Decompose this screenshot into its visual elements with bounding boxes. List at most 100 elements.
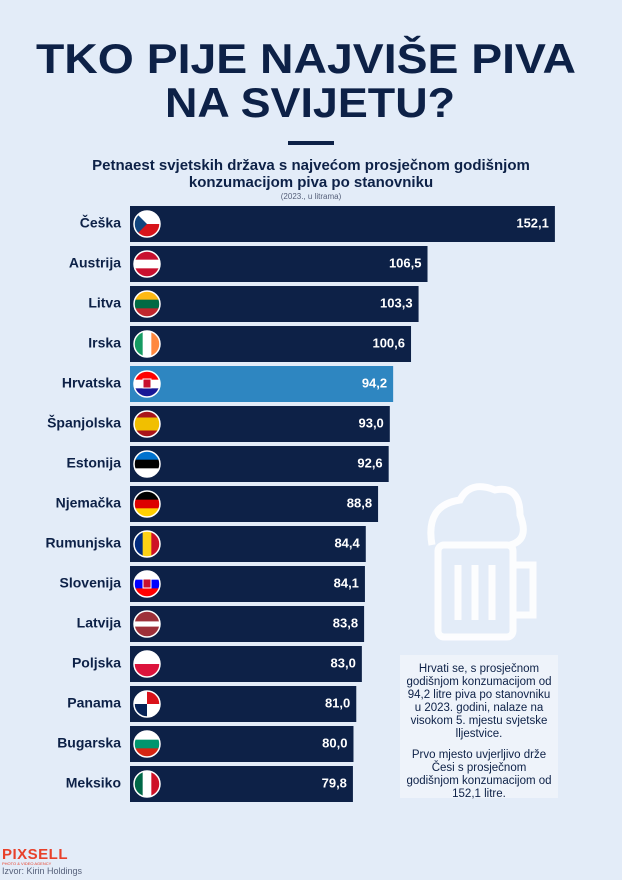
bar [130, 326, 412, 362]
bar [130, 566, 365, 602]
category-label: Španjolska [47, 414, 121, 431]
flag-stripe [134, 308, 160, 317]
flag-stripe [134, 731, 160, 741]
flag-stripe [134, 468, 160, 477]
flag-border [133, 530, 161, 558]
flag-stripe [134, 459, 160, 469]
flag-stripe [134, 299, 160, 309]
flag-shield [142, 578, 152, 589]
bar [130, 366, 394, 402]
bar [130, 206, 555, 242]
flag-border [133, 610, 161, 638]
bar [130, 286, 419, 322]
bar [130, 686, 357, 722]
note-box: Hrvati se, s prosječnom godišnjom konzum… [400, 655, 558, 800]
flag-stripe [134, 571, 160, 581]
title-line: TKO PIJE NAJVIŠE PIVA [36, 34, 576, 82]
flag-stripe [134, 388, 160, 397]
value-label: 83,8 [333, 615, 358, 630]
flag-shield [142, 378, 152, 389]
bar [130, 446, 389, 482]
category-label: Poljska [72, 655, 121, 671]
value-label: 103,3 [380, 295, 413, 310]
flag-stripe [134, 631, 160, 637]
flag-icon [134, 651, 160, 677]
flag-stripe [134, 588, 160, 597]
flag-stripe [134, 259, 160, 269]
logo-tagline: PHOTO & VIDEO AGENCY [2, 861, 52, 866]
flag-stripe [134, 748, 160, 757]
flag-border [133, 690, 161, 718]
flag-icon [134, 451, 160, 477]
subtitle-line: Petnaest svjetskih država s najvećom pro… [92, 157, 530, 174]
footer: PIXSELL PHOTO & VIDEO AGENCY Izvor: Kiri… [2, 846, 82, 876]
flag-stripe [134, 616, 160, 622]
flag-icon [134, 571, 160, 597]
flag-border [133, 370, 161, 398]
flag-icon [134, 251, 160, 277]
bar [130, 246, 428, 282]
flag-stripe [134, 411, 160, 418]
value-label: 94,2 [362, 375, 387, 390]
flag-stripe [142, 531, 152, 557]
flag-stripe [134, 430, 160, 437]
value-label: 152,1 [516, 215, 549, 230]
flag-icon [134, 611, 160, 637]
bar [130, 526, 366, 562]
value-label: 83,0 [331, 655, 356, 670]
note-text: Hrvati se, s prosječnom godišnjom konzum… [406, 663, 552, 740]
category-label: Panama [67, 695, 121, 711]
logo: PIXSELL [2, 846, 69, 863]
value-label: 80,0 [322, 735, 347, 750]
bar [130, 406, 390, 442]
flag-stripe [134, 491, 160, 501]
category-label: Hrvatska [62, 375, 121, 391]
value-label: 88,8 [347, 495, 372, 510]
value-label: 84,1 [334, 575, 359, 590]
source: Izvor: Kirin Holdings [2, 866, 83, 876]
flag-stripe [134, 664, 160, 677]
category-label: Austrija [69, 255, 121, 271]
flag-border [133, 770, 161, 798]
flag-border [133, 570, 161, 598]
title-line: NA SVIJETU? [165, 79, 455, 126]
value-label: 79,8 [322, 775, 347, 790]
flag-icon [134, 331, 160, 357]
flag-stripe [151, 531, 160, 557]
flag-stripe [134, 771, 144, 797]
flag-icon [134, 771, 160, 797]
flag-icon [134, 411, 160, 437]
flag-border [133, 490, 161, 518]
flag-border [133, 330, 161, 358]
category-label: Rumunjska [46, 535, 122, 551]
flag-border [133, 450, 161, 478]
flag-border [133, 250, 161, 278]
flag-border [133, 650, 161, 678]
category-label: Njemačka [56, 495, 122, 511]
flag-stripe [134, 651, 160, 665]
flag-stripe [134, 424, 160, 431]
flag-border [133, 210, 161, 238]
flag-icon [134, 371, 160, 397]
bar [130, 766, 353, 802]
unit-note: (2023., u litrama) [281, 192, 342, 201]
flag-icon [134, 531, 160, 557]
category-label: Meksiko [66, 775, 121, 791]
value-label: 81,0 [325, 695, 350, 710]
flag-icon [134, 291, 160, 317]
flag-border [133, 290, 161, 318]
value-label: 100,6 [372, 335, 405, 350]
flag-stripe [134, 621, 160, 628]
flag-stripe [134, 508, 160, 517]
subtitle-line: konzumacijom piva po stanovniku [189, 174, 433, 191]
flag-stripe [134, 531, 144, 557]
flag-stripe [134, 371, 160, 381]
note-text: Prvo mjesto uvjerljivo drže Česi s prosj… [406, 749, 552, 800]
flag-stripe [151, 331, 160, 357]
flag-stripe [134, 451, 160, 461]
value-label: 84,4 [334, 535, 360, 550]
flag-stripe [142, 331, 152, 357]
bar [130, 726, 354, 762]
category-label: Slovenija [60, 575, 122, 591]
